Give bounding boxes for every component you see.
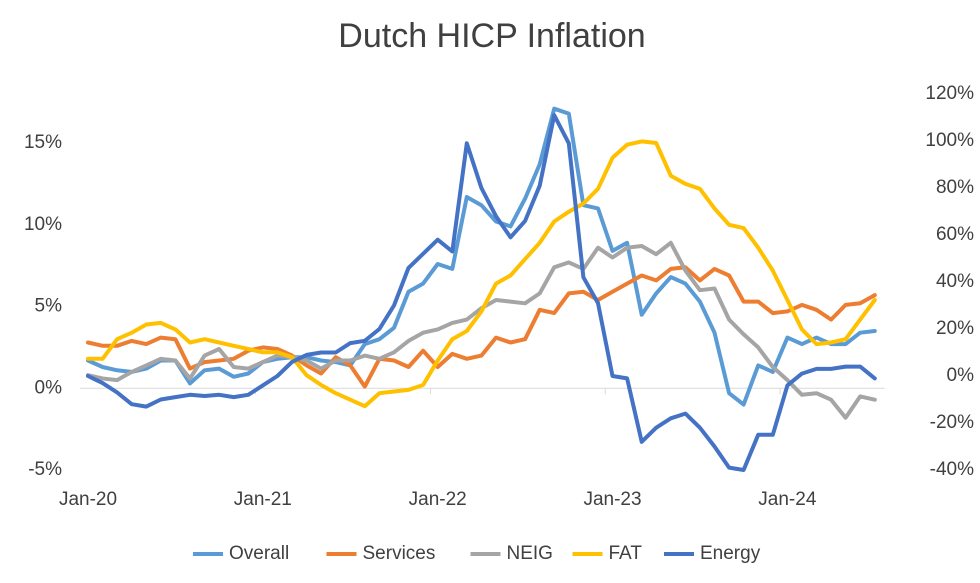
series-line (86, 240, 877, 420)
y2-tick-label: 60% (936, 224, 974, 245)
y2-tick-label: -20% (930, 412, 974, 433)
y2-tick-label: 0% (947, 365, 975, 386)
legend-label: Services (363, 543, 436, 564)
y-tick-label: 5% (35, 296, 63, 317)
y-tick-label: 0% (35, 377, 63, 398)
legend-label: FAT (609, 543, 643, 564)
y2-tick-label: 20% (936, 318, 974, 339)
x-tick-label: Jan-22 (409, 489, 467, 510)
y2-tick-label: 100% (925, 130, 974, 151)
y2-tick-label: -40% (930, 459, 974, 480)
y-tick-label: 10% (24, 214, 62, 235)
legend-label: Overall (229, 543, 289, 564)
series-line (86, 265, 877, 389)
y-tick-label: -5% (28, 459, 62, 480)
x-tick-label: Jan-20 (59, 489, 117, 510)
x-tick-label: Jan-23 (583, 489, 641, 510)
chart-title: Dutch HICP Inflation (338, 17, 645, 55)
y2-tick-label: 40% (936, 271, 974, 292)
y2-tick-label: 120% (925, 83, 974, 104)
y-tick-label: 15% (24, 132, 62, 153)
x-tick-label: Jan-21 (234, 489, 292, 510)
x-tick-label: Jan-24 (758, 489, 817, 510)
legend-label: NEIG (507, 543, 553, 564)
y2-tick-label: 80% (936, 177, 974, 198)
series-line (86, 106, 877, 407)
series-line (86, 139, 877, 409)
legend-label: Energy (700, 543, 761, 564)
series-line (86, 113, 877, 472)
